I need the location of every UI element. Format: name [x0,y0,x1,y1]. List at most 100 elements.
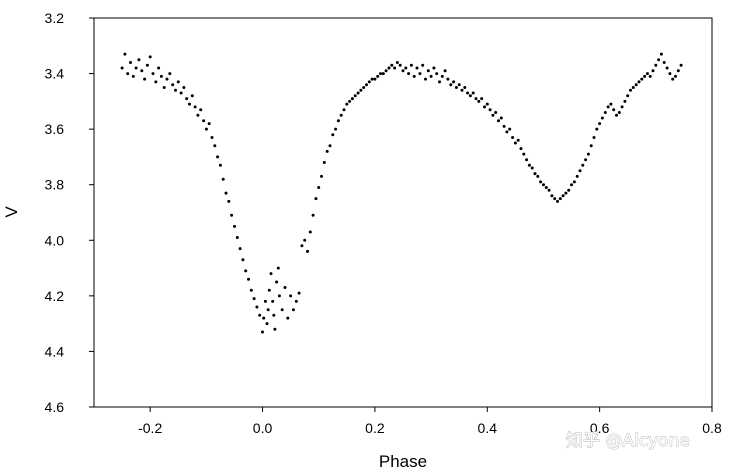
data-point [443,69,447,73]
data-point [446,77,450,81]
data-point [207,122,211,126]
data-point [384,69,388,73]
data-point [306,249,309,253]
data-point [320,174,323,178]
data-point [390,63,394,67]
data-point [659,52,663,56]
data-point [233,224,236,228]
data-point [218,163,222,167]
data-point [466,91,470,95]
data-point [230,213,234,217]
data-point [595,127,599,131]
data-point [353,94,357,98]
data-point [527,163,531,167]
data-point [373,77,377,81]
data-point [120,66,124,70]
data-point [162,86,166,89]
x-tick-label: 0.2 [365,420,385,436]
data-point [300,244,304,248]
data-point [263,299,267,303]
data-point [631,86,635,89]
data-point [342,108,346,112]
data-point [550,194,554,198]
y-tick-label: 3.8 [45,177,65,193]
data-point [558,197,562,201]
data-point [286,316,290,320]
data-point [586,152,590,156]
x-axis-title: Phase [379,452,427,471]
data-point [516,138,520,142]
data-point [249,288,253,292]
data-point [589,144,593,148]
data-point [662,61,666,64]
data-point [435,72,439,76]
data-point [620,105,624,109]
data-point [267,288,271,292]
data-point [519,147,523,151]
data-point [651,69,655,73]
data-point [328,144,332,148]
data-point [561,194,565,198]
x-tick-label: 0.4 [478,420,498,436]
data-point [159,74,163,78]
data-point [216,155,220,159]
data-point [345,102,349,106]
data-point [609,102,613,106]
data-point [171,83,175,87]
data-point [255,305,259,309]
y-axis-title: V [2,206,21,218]
data-point [643,74,647,78]
data-point [308,230,312,234]
data-point [432,66,436,70]
data-point [615,113,618,117]
data-point [188,102,191,106]
data-point [629,88,632,92]
data-point [325,149,329,153]
y-axis-ticks: 3.2 3.4 3.6 3.8 4.0 4.2 4.4 4.6 [45,10,94,415]
data-point [129,61,132,64]
data-point [359,88,363,92]
data-point [381,72,385,76]
data-point [193,105,197,109]
data-point [221,177,225,181]
data-point [648,74,652,78]
data-point [407,72,411,76]
data-point [553,197,557,201]
data-point [126,72,130,76]
data-point [134,66,138,70]
data-point [567,188,571,192]
data-point [182,86,186,89]
data-point [258,313,262,317]
data-point [547,188,551,192]
data-point [474,97,478,101]
data-point [606,105,610,109]
y-tick-label: 4.4 [45,343,65,359]
data-point [584,158,588,162]
data-point [575,174,579,178]
data-point [303,238,307,242]
data-point [556,199,559,203]
data-point [468,94,472,98]
data-point [488,108,492,112]
data-point [603,111,607,114]
data-point [463,86,467,89]
data-point [460,88,464,92]
data-point [564,191,568,195]
data-point [525,158,529,162]
data-point [294,299,298,303]
x-axis-ticks: -0.2 0.0 0.2 0.4 0.6 0.8 [138,407,722,436]
data-point [376,74,380,78]
data-point [350,97,354,101]
data-point [356,91,360,95]
data-point [238,247,242,251]
data-point [401,69,405,73]
data-point [262,316,266,320]
data-point [679,63,683,67]
x-tick-label: -0.2 [138,420,162,436]
plot-frame [93,17,713,408]
data-point [522,152,526,156]
data-point [204,127,208,131]
data-point [387,66,391,70]
data-point [291,308,295,312]
data-point [370,77,374,81]
